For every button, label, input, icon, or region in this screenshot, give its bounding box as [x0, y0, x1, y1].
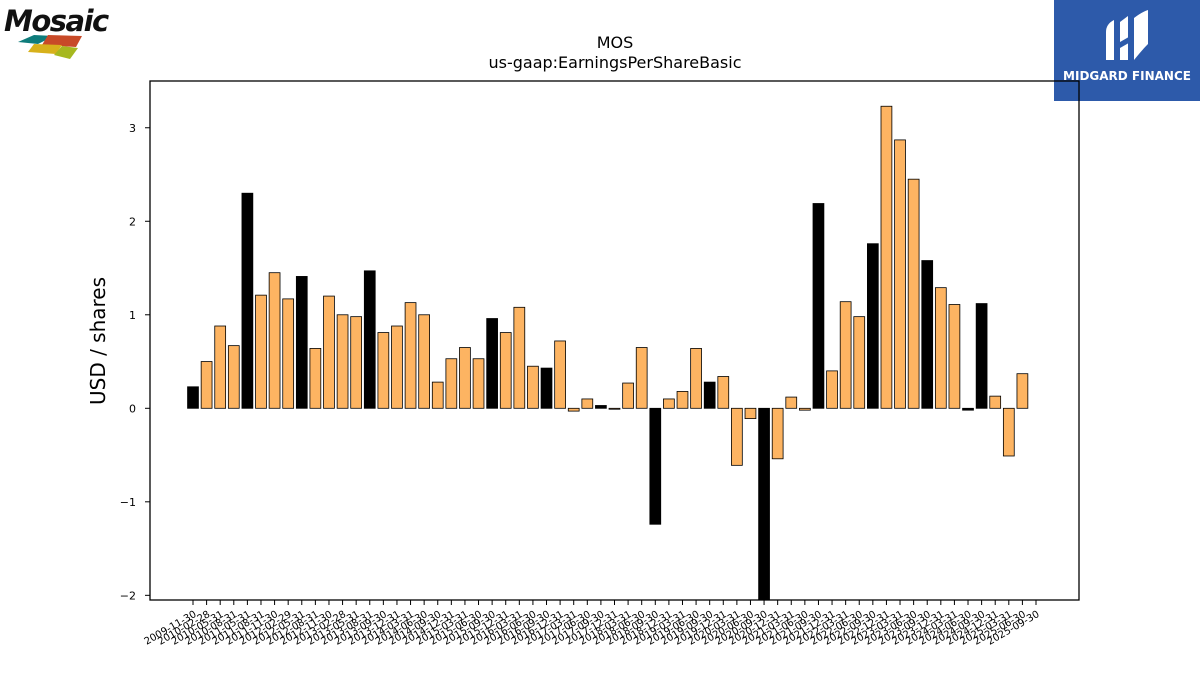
midgard-finance-logo: MIDGARD FINANCE — [1054, 0, 1200, 101]
y-axis-ticks: −2 −1 0 1 2 3 — [120, 122, 150, 602]
bar-2021-06-30 — [799, 407, 811, 411]
bar-2020-12-31 — [771, 407, 784, 460]
chart-subtitle: us-gaap:EarningsPerShareBasic — [488, 53, 741, 72]
chart-title: MOS — [597, 33, 634, 52]
bar-2015-03-31 — [459, 347, 471, 409]
bar-2015-09-30 — [486, 318, 498, 409]
bar-2022-03-31 — [839, 301, 852, 409]
bar-2025-06-30 — [1016, 373, 1029, 409]
bar-2014-06-30 — [418, 314, 430, 409]
bar-2021-03-31 — [785, 396, 798, 409]
bar-2014-03-31 — [404, 302, 417, 409]
bar-2020-09-30 — [758, 407, 770, 601]
bar-2024-03-31 — [948, 304, 961, 409]
bar-2020-06-30 — [744, 407, 757, 419]
bar-2021-09-30 — [812, 203, 825, 409]
bar-2019-03-31 — [676, 391, 689, 409]
bar-2013-09-30 — [377, 332, 390, 409]
bar-2013-02-28 — [336, 314, 349, 409]
y-tick-label: 3 — [129, 122, 136, 135]
bar-2012-05-31 — [295, 276, 308, 409]
bar-2014-12-31 — [445, 358, 458, 409]
bar-2014-09-30 — [431, 381, 444, 409]
bar-2012-11-30 — [323, 295, 335, 409]
bar-2015-06-30 — [472, 358, 485, 409]
bar-2011-08-31 — [255, 294, 267, 409]
bar-2017-03-31 — [567, 407, 580, 412]
bar-2010-02-28 — [200, 361, 213, 409]
bar-2016-06-30 — [527, 365, 539, 409]
bar-2023-12-31 — [934, 287, 947, 409]
bar-2016-09-30 — [540, 367, 553, 409]
bar-2011-11-30 — [268, 272, 281, 409]
bar-2022-06-30 — [853, 316, 866, 409]
bar-2023-06-30 — [907, 178, 920, 409]
bar-2022-09-30 — [867, 243, 879, 409]
bar-2012-02-29 — [282, 298, 295, 409]
bar-2023-09-30 — [921, 260, 934, 409]
bar-2018-12-31 — [663, 398, 675, 409]
mosaic-logo-tiles-icon — [18, 35, 82, 59]
bar-2024-09-30 — [975, 303, 988, 409]
y-axis-label: USD / shares — [86, 277, 110, 405]
bar-2020-03-31 — [731, 407, 743, 466]
bar-2025-03-31 — [1002, 407, 1015, 457]
midgard-finance-logo-text: MIDGARD FINANCE — [1063, 69, 1191, 83]
plot-frame — [149, 80, 1080, 601]
bar-2009-11-30 — [187, 386, 199, 409]
y-tick-label: −2 — [120, 589, 136, 602]
y-tick-label: 1 — [129, 309, 136, 322]
bar-2019-09-30 — [703, 381, 716, 409]
mosaic-logo: Mosaic — [4, 4, 126, 62]
y-tick-label: −1 — [120, 496, 136, 509]
bar-2024-12-31 — [989, 395, 1002, 409]
bar-2018-03-31 — [622, 382, 634, 409]
bar-2015-12-31 — [499, 332, 512, 409]
bar-2017-06-30 — [581, 398, 594, 409]
bar-2019-06-30 — [690, 348, 702, 409]
bar-2012-08-31 — [309, 348, 322, 409]
bar-2018-09-30 — [649, 407, 662, 525]
x-axis-ticks: 2009-11-302010-02-282010-05-312010-08-31… — [143, 600, 1042, 648]
bar-2023-03-31 — [894, 139, 906, 409]
bar-group — [187, 105, 1029, 601]
midgard-finance-mark-icon — [1106, 10, 1148, 60]
mosaic-logo-text: Mosaic — [4, 4, 109, 38]
bar-2013-12-31 — [391, 325, 403, 409]
bar-2010-08-31 — [227, 345, 240, 409]
bar-2021-12-31 — [826, 370, 838, 409]
bar-2017-12-31 — [608, 407, 621, 410]
bar-2017-09-30 — [595, 405, 607, 409]
bar-2013-08-31 — [363, 270, 376, 409]
bar-2019-12-31 — [717, 376, 730, 409]
y-tick-label: 2 — [129, 215, 136, 228]
bar-2024-06-30 — [962, 407, 974, 411]
bar-2016-03-31 — [513, 306, 526, 409]
bar-2018-06-30 — [635, 347, 648, 409]
bar-2013-05-31 — [350, 316, 363, 409]
bar-2010-05-31 — [214, 325, 227, 409]
bar-2016-12-31 — [554, 340, 566, 409]
bar-2022-12-31 — [880, 105, 893, 409]
y-tick-label: 0 — [129, 402, 136, 415]
bar-2011-05-31 — [241, 192, 254, 409]
